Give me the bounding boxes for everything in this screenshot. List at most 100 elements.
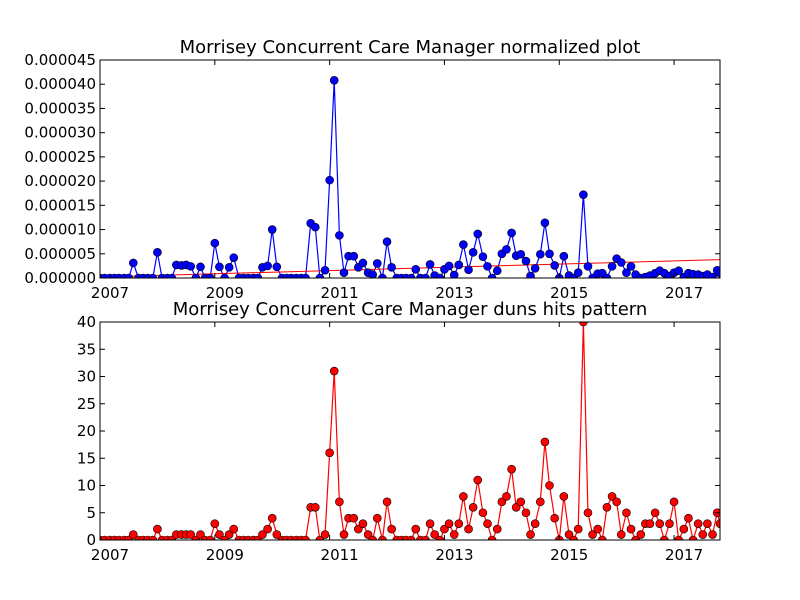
normalized-data-point <box>335 231 344 240</box>
duns-data-point <box>536 497 545 507</box>
duns-hits-plot-title: Morrisey Concurrent Care Manager duns hi… <box>173 299 648 320</box>
duns-data-point <box>440 524 449 534</box>
duns-data-point <box>602 502 612 512</box>
duns-data-point <box>335 497 344 507</box>
duns-data-point <box>272 530 282 539</box>
duns-data-point <box>688 535 698 540</box>
normalized-data-point <box>224 263 234 272</box>
duns-y-tick-label: 30 <box>77 368 96 386</box>
duns-data-point <box>511 502 521 512</box>
duns-data-point <box>478 508 488 518</box>
normalized-data-point <box>339 268 349 277</box>
duns-data-point <box>521 508 531 518</box>
duns-data-point <box>559 492 569 501</box>
normalized-y-tick-label: 0.000035 <box>24 99 96 117</box>
duns-data-point <box>430 530 439 539</box>
normalized-data-point <box>196 262 205 272</box>
normalized-data-point <box>583 262 593 271</box>
duns-data-point <box>550 513 559 523</box>
normalized-data-point <box>530 264 540 273</box>
duns-hits-plot: Morrisey Concurrent Care Manager duns hi… <box>77 299 721 564</box>
normalized-plot-title: Morrisey Concurrent Care Manager normali… <box>180 37 641 58</box>
normalized-data-point <box>272 262 282 272</box>
normalized-data-point <box>545 249 554 259</box>
duns-data-point <box>449 530 459 539</box>
normalized-data-point <box>220 273 229 278</box>
duns-data-point <box>387 524 396 534</box>
duns-data-point <box>382 497 392 507</box>
duns-data-point <box>349 513 359 523</box>
normalized-data-point <box>320 265 330 275</box>
normalized-data-point <box>459 240 468 249</box>
normalized-data-point <box>444 261 454 271</box>
duns-hits-plot-marks <box>100 322 720 540</box>
normalized-data-point <box>167 273 177 278</box>
normalized-data-point <box>301 273 310 278</box>
duns-x-tick-label: 2007 <box>91 546 129 564</box>
normalized-data-point <box>526 271 535 278</box>
duns-data-point <box>660 535 669 540</box>
duns-data-point <box>421 535 430 540</box>
duns-data-point <box>444 519 454 528</box>
duns-data-point <box>684 513 693 523</box>
normalized-data-point <box>602 273 612 278</box>
normalized-data-point <box>315 273 325 278</box>
duns-data-point <box>540 437 550 447</box>
normalized-data-point <box>349 251 359 261</box>
normalized-data-point <box>487 273 497 278</box>
normalized-data-point <box>607 262 617 271</box>
duns-data-point <box>492 524 502 534</box>
normalized-data-point <box>516 249 526 259</box>
normalized-data-point <box>186 262 196 271</box>
normalized-data-point <box>454 260 464 270</box>
duns-hits-plot-axes: 0 5 10 15 20 25 30 35 40 2007 2009 2011 2013 2015 2017 <box>77 313 721 564</box>
normalized-data-point <box>473 229 483 239</box>
duns-data-point <box>483 519 492 528</box>
normalized-data-point <box>372 259 382 268</box>
duns-data-point <box>674 535 683 540</box>
normalized-data-point <box>483 262 492 271</box>
duns-data-point <box>459 492 468 501</box>
duns-data-point <box>468 502 478 512</box>
normalized-data-point <box>521 256 531 266</box>
normalized-data-point <box>478 252 488 261</box>
duns-data-point <box>665 519 674 528</box>
normalized-x-tick-label: 2015 <box>550 284 588 302</box>
duns-data-point <box>354 524 363 534</box>
normalized-data-point <box>559 251 569 261</box>
duns-y-tick-label: 0 <box>86 531 96 549</box>
duns-data-point <box>368 535 377 540</box>
duns-data-point <box>622 508 631 518</box>
duns-data-point <box>186 530 196 539</box>
normalized-data-point <box>215 262 224 272</box>
duns-x-tick-label: 2017 <box>665 546 703 564</box>
normalized-y-tick-label: 0.000020 <box>24 172 96 190</box>
normalized-data-point <box>579 190 588 199</box>
duns-data-point <box>196 530 205 539</box>
normalized-data-point <box>378 273 387 278</box>
normalized-data-point <box>449 270 459 278</box>
normalized-data-point <box>329 76 339 85</box>
duns-data-point <box>626 524 636 534</box>
normalized-data-point <box>540 218 550 228</box>
normalized-data-point <box>616 258 626 267</box>
normalized-data-point <box>421 273 430 278</box>
duns-data-point <box>655 519 665 528</box>
duns-data-point <box>607 492 617 501</box>
normalized-data-point <box>325 175 334 185</box>
duns-data-point <box>583 508 593 518</box>
duns-x-tick-label: 2015 <box>550 546 588 564</box>
duns-data-point <box>545 481 554 490</box>
normalized-data-point <box>708 272 717 278</box>
normalized-data-point <box>253 273 263 278</box>
duns-data-point <box>363 530 373 539</box>
duns-data-point <box>406 535 416 540</box>
duns-y-tick-label: 10 <box>77 477 96 495</box>
normalized-data-point <box>715 268 720 278</box>
normalized-plot: Morrisey Concurrent Care Manager normali… <box>24 37 721 302</box>
normalized-data-point <box>507 228 516 238</box>
duns-y-tick-label: 35 <box>77 340 96 358</box>
duns-data-point <box>329 366 339 376</box>
